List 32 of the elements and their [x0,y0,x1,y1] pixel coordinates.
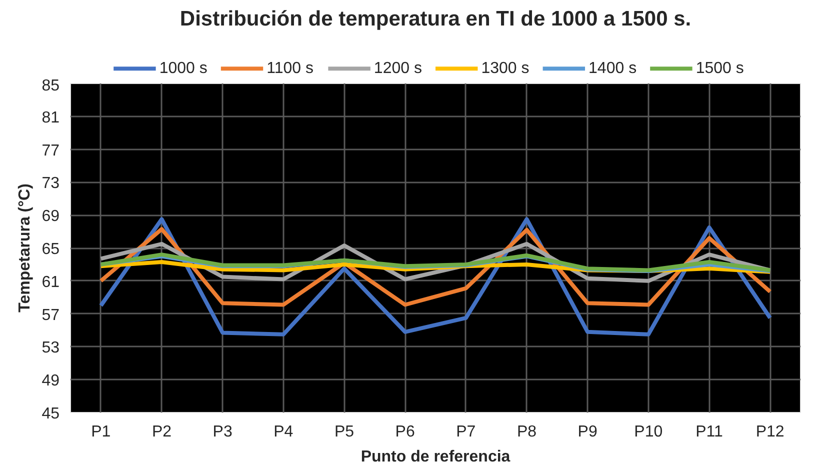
y-tick-label: 69 [42,208,60,226]
x-tick-label: P5 [334,424,354,440]
x-tick-label: P9 [578,424,598,440]
x-tick-label: P3 [212,424,232,440]
y-tick-label: 61 [42,274,60,291]
x-tick-label: P4 [274,424,294,440]
x-tick-label: P6 [395,424,415,440]
legend-label: 1100 s [266,60,314,78]
x-tick-label: P11 [696,424,723,440]
x-tick-label: P7 [456,424,476,440]
y-tick-label: 49 [42,372,60,390]
legend-label: 1400 s [588,60,637,78]
x-tick-label: P8 [516,424,537,440]
y-tick-label: 65 [42,241,60,258]
y-tick-label: 45 [42,406,60,422]
y-tick-label: 77 [42,142,60,160]
y-axis-title: Tempetarura (°C) [16,184,34,312]
y-tick-label: 57 [42,306,60,324]
x-tick-label: P1 [91,424,111,440]
legend-label: 1300 s [481,60,530,78]
chart-title: Distribución de temperatura en TI de 1000 a 1500 s. [180,8,692,30]
y-tick-label: 73 [42,175,60,192]
y-tick-label: 53 [42,340,60,357]
legend-label: 1200 s [374,60,422,78]
x-tick-label: P2 [152,424,172,440]
x-axis-title: Punto de referencia [360,448,510,466]
legend-label: 1500 s [696,60,744,78]
x-tick-label: P12 [756,424,784,440]
x-tick-label: P10 [634,424,663,440]
legend-label: 1000 s [159,60,208,78]
y-tick-label: 81 [42,109,60,126]
y-tick-label: 85 [42,78,60,94]
